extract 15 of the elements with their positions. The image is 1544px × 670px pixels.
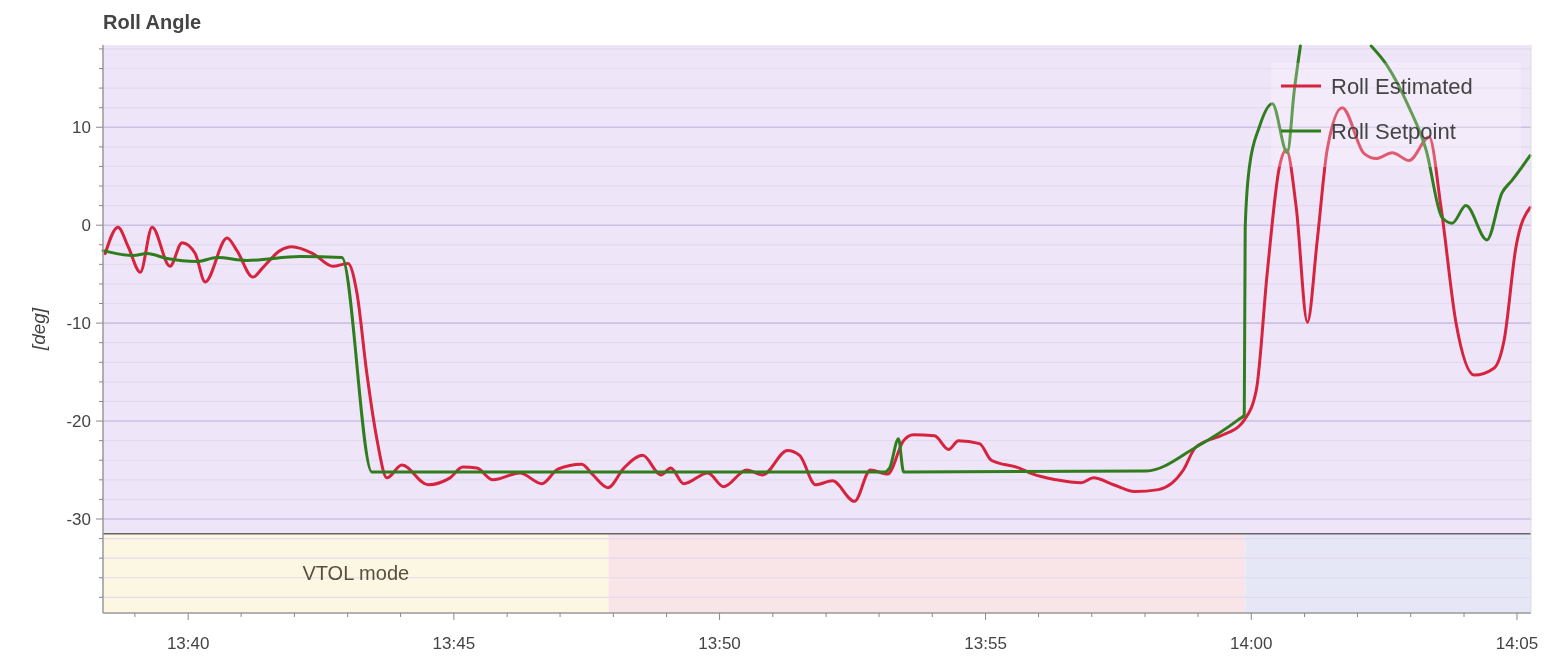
y-tick-label: 10 (72, 118, 91, 138)
y-tick-label: -20 (66, 412, 91, 432)
chart-title: Roll Angle (103, 11, 202, 33)
x-tick-label: 14:00 (1230, 634, 1273, 653)
x-tick-label: 13:45 (432, 634, 476, 653)
x-tick-label: 13:55 (964, 634, 1007, 653)
y-tick-label: -30 (66, 509, 91, 529)
x-tick-label: 13:40 (166, 634, 210, 653)
x-tick-label: 14:05 (1495, 634, 1539, 653)
line-series (103, 106, 1532, 503)
y-tick-label: 0 (81, 216, 91, 236)
y-tick-label: -10 (66, 314, 91, 334)
x-tick-label: 13:50 (698, 634, 741, 653)
band-label: VTOL mode (302, 562, 410, 585)
y-axis-title: [deg] (28, 307, 49, 352)
